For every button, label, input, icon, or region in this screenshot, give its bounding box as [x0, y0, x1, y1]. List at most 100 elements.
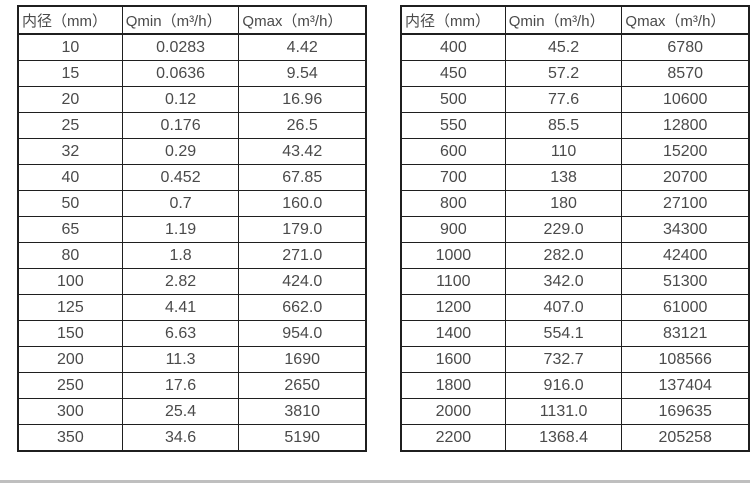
table-cell: 10600: [621, 86, 750, 113]
table-cell: 1.8: [121, 242, 240, 269]
table-cell: 282.0: [504, 242, 623, 269]
table-row: 1000 282.0 42400: [400, 242, 750, 269]
table-cell: 100: [17, 268, 123, 295]
table-cell: 550: [400, 112, 506, 139]
table-row: 150 6.63 954.0: [17, 320, 367, 347]
table-cell: 6780: [621, 33, 750, 61]
table-cell: 138: [504, 164, 623, 191]
table-row: 1100 342.0 51300: [400, 268, 750, 295]
table-cell: 205258: [621, 424, 750, 452]
table-cell: 1800: [400, 372, 506, 399]
table-cell: 0.0636: [121, 60, 240, 87]
table-cell: 2000: [400, 398, 506, 425]
table-cell: 0.176: [121, 112, 240, 139]
table-cell: 17.6: [121, 372, 240, 399]
table-cell: 1200: [400, 294, 506, 321]
table-cell: 12800: [621, 112, 750, 139]
table-cell: 900: [400, 216, 506, 243]
table-cell: 1131.0: [504, 398, 623, 425]
table-cell: 229.0: [504, 216, 623, 243]
table-row: 800 180 27100: [400, 190, 750, 217]
table-cell: 0.452: [121, 164, 240, 191]
table-cell: 26.5: [238, 112, 367, 139]
table-row: 32 0.29 43.42: [17, 138, 367, 165]
table-cell: 407.0: [504, 294, 623, 321]
table-cell: 150: [17, 320, 123, 347]
flow-spec-tables-container: 内径（mm） Qmin（m³/h） Qmax（m³/h） 10 0.0283 4.42 15…: [17, 5, 750, 452]
table-cell: 662.0: [238, 294, 367, 321]
table-cell: 300: [17, 398, 123, 425]
table-cell: 8570: [621, 60, 750, 87]
table-row: 700 138 20700: [400, 164, 750, 191]
column-header: 内径（mm）: [400, 5, 506, 35]
table-cell: 2200: [400, 424, 506, 452]
table-cell: 169635: [621, 398, 750, 425]
table-row: 80 1.8 271.0: [17, 242, 367, 269]
table-cell: 1368.4: [504, 424, 623, 452]
table-cell: 125: [17, 294, 123, 321]
table-cell: 45.2: [504, 33, 623, 61]
table-cell: 61000: [621, 294, 750, 321]
table-cell: 1000: [400, 242, 506, 269]
table-row: 200 11.3 1690: [17, 346, 367, 373]
column-header: Qmin（m³/h）: [121, 5, 240, 35]
table-cell: 0.0283: [121, 33, 240, 61]
table-row: 500 77.6 10600: [400, 86, 750, 113]
table-cell: 180: [504, 190, 623, 217]
table-cell: 34.6: [121, 424, 240, 452]
table-row: 2000 1131.0 169635: [400, 398, 750, 425]
table-row: 1600 732.7 108566: [400, 346, 750, 373]
table-cell: 110: [504, 138, 623, 165]
table-cell: 11.3: [121, 346, 240, 373]
header-row: 内径（mm） Qmin（m³/h） Qmax（m³/h）: [17, 5, 367, 35]
table-cell: 20: [17, 86, 123, 113]
table-row: 2200 1368.4 205258: [400, 424, 750, 452]
table-cell: 342.0: [504, 268, 623, 295]
table-cell: 179.0: [238, 216, 367, 243]
table-cell: 57.2: [504, 60, 623, 87]
table-cell: 424.0: [238, 268, 367, 295]
table-row: 900 229.0 34300: [400, 216, 750, 243]
table-cell: 1100: [400, 268, 506, 295]
flow-rate-table-small-diameters: 内径（mm） Qmin（m³/h） Qmax（m³/h） 10 0.0283 4.42 15…: [17, 5, 367, 452]
table-cell: 67.85: [238, 164, 367, 191]
table-row: 40 0.452 67.85: [17, 164, 367, 191]
table-cell: 2.82: [121, 268, 240, 295]
table-cell: 85.5: [504, 112, 623, 139]
table-row: 20 0.12 16.96: [17, 86, 367, 113]
table-cell: 600: [400, 138, 506, 165]
table-cell: 400: [400, 33, 506, 61]
table-cell: 916.0: [504, 372, 623, 399]
table-row: 550 85.5 12800: [400, 112, 750, 139]
table-cell: 4.41: [121, 294, 240, 321]
table-cell: 34300: [621, 216, 750, 243]
header-row: 内径（mm） Qmin（m³/h） Qmax（m³/h）: [400, 5, 750, 35]
table-cell: 500: [400, 86, 506, 113]
table-cell: 6.63: [121, 320, 240, 347]
flow-rate-table-large-diameters: 内径（mm） Qmin（m³/h） Qmax（m³/h） 400 45.2 6780 450…: [400, 5, 750, 452]
table-cell: 732.7: [504, 346, 623, 373]
table-row: 300 25.4 3810: [17, 398, 367, 425]
table-cell: 5190: [238, 424, 367, 452]
table-cell: 51300: [621, 268, 750, 295]
table-cell: 0.7: [121, 190, 240, 217]
table-row: 100 2.82 424.0: [17, 268, 367, 295]
table-cell: 42400: [621, 242, 750, 269]
table-cell: 9.54: [238, 60, 367, 87]
table-cell: 450: [400, 60, 506, 87]
table-cell: 954.0: [238, 320, 367, 347]
column-header: Qmax（m³/h）: [621, 5, 750, 35]
table-cell: 250: [17, 372, 123, 399]
table-cell: 2650: [238, 372, 367, 399]
table-cell: 350: [17, 424, 123, 452]
table-cell: 3810: [238, 398, 367, 425]
table-cell: 27100: [621, 190, 750, 217]
table-row: 10 0.0283 4.42: [17, 33, 367, 61]
table-cell: 83121: [621, 320, 750, 347]
table-cell: 15: [17, 60, 123, 87]
table-cell: 1.19: [121, 216, 240, 243]
table-row: 400 45.2 6780: [400, 33, 750, 61]
table-row: 125 4.41 662.0: [17, 294, 367, 321]
table-cell: 80: [17, 242, 123, 269]
table-cell: 4.42: [238, 33, 367, 61]
